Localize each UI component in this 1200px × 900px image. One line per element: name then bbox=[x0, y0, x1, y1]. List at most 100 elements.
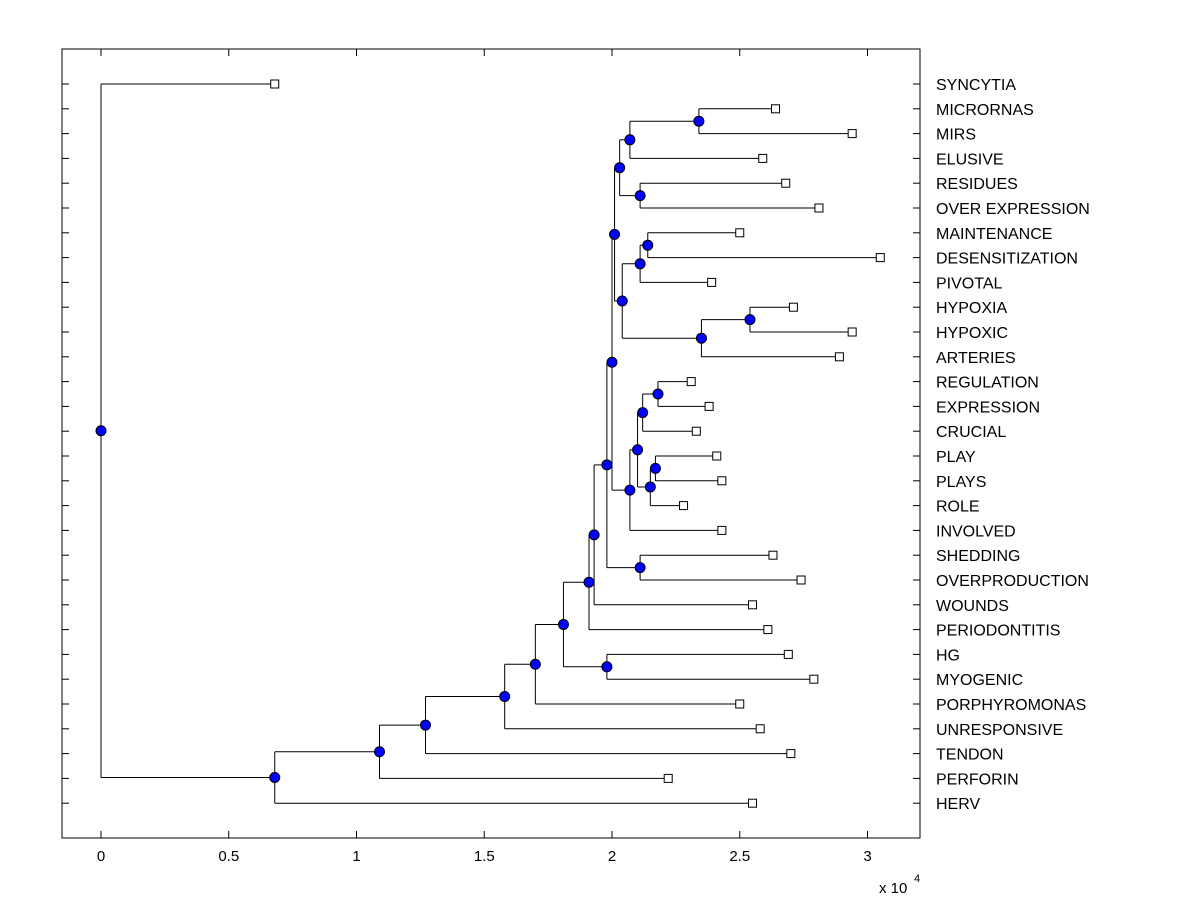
plot-area bbox=[61, 48, 921, 839]
leaf-marker bbox=[768, 550, 778, 560]
merge-node bbox=[744, 314, 756, 326]
merge-node bbox=[606, 356, 618, 368]
leaf-label: MICRORNAS bbox=[936, 102, 1034, 119]
merge-node bbox=[624, 484, 636, 496]
leaf-label: UNRESPONSIVE bbox=[936, 722, 1063, 739]
merge-node bbox=[614, 162, 626, 174]
merge-node bbox=[693, 115, 705, 127]
leaf-marker bbox=[758, 153, 768, 163]
leaf-marker bbox=[847, 129, 857, 139]
leaf-marker bbox=[686, 377, 696, 387]
leaf-marker bbox=[834, 352, 844, 362]
x-tick-label: 1.5 bbox=[474, 848, 495, 865]
merge-node bbox=[499, 691, 511, 703]
leaf-marker bbox=[796, 575, 806, 585]
leaf-marker bbox=[704, 401, 714, 411]
leaf-label: ARTERIES bbox=[936, 350, 1016, 367]
leaf-label: PLAY bbox=[936, 449, 976, 466]
leaf-label: WOUNDS bbox=[936, 598, 1009, 615]
x-tick-label: 0.5 bbox=[218, 848, 239, 865]
leaf-marker bbox=[771, 104, 781, 114]
leaf-label: DESENSITIZATION bbox=[936, 251, 1078, 268]
leaf-label: OVER EXPRESSION bbox=[936, 201, 1090, 218]
x-tick-label-group: 0 0.5 1 1.5 2 2.5 3 bbox=[97, 848, 872, 865]
leaf-marker bbox=[735, 228, 745, 238]
leaf-marker bbox=[783, 649, 793, 659]
leaf-label: MYOGENIC bbox=[936, 672, 1023, 689]
merge-node bbox=[642, 239, 654, 251]
x-tick-label: 0 bbox=[97, 848, 105, 865]
merge-node bbox=[583, 576, 595, 588]
merge-node bbox=[609, 228, 621, 240]
leaf-label: HERV bbox=[936, 796, 980, 813]
x-tick-label: 1 bbox=[352, 848, 360, 865]
merge-node bbox=[529, 658, 541, 670]
x-tick-label: 2.5 bbox=[729, 848, 750, 865]
leaf-label: PLAYS bbox=[936, 474, 986, 491]
leaf-label: ROLE bbox=[936, 499, 980, 516]
x-multiplier-exponent: 4 bbox=[914, 873, 920, 885]
leaf-label: PORPHYROMONAS bbox=[936, 697, 1086, 714]
leaf-marker bbox=[663, 773, 673, 783]
merge-node bbox=[634, 258, 646, 270]
leaf-marker bbox=[717, 476, 727, 486]
leaf-marker bbox=[707, 277, 717, 287]
leaf-label: CRUCIAL bbox=[936, 424, 1006, 441]
merge-node bbox=[269, 771, 281, 783]
merge-node bbox=[601, 661, 613, 673]
merge-node bbox=[634, 562, 646, 574]
merge-node bbox=[634, 190, 646, 202]
leaf-marker bbox=[763, 625, 773, 635]
merge-node bbox=[649, 462, 661, 474]
leaf-marker bbox=[847, 327, 857, 337]
leaf-marker bbox=[809, 674, 819, 684]
leaf-label: ELUSIVE bbox=[936, 151, 1004, 168]
leaf-label: HYPOXIC bbox=[936, 325, 1008, 342]
leaf-label: EXPRESSION bbox=[936, 399, 1040, 416]
merge-node bbox=[616, 295, 628, 307]
leaf-marker bbox=[788, 302, 798, 312]
leaf-marker bbox=[748, 600, 758, 610]
merge-node bbox=[632, 444, 644, 456]
leaf-label: TENDON bbox=[936, 747, 1004, 764]
leaf-label: OVERPRODUCTION bbox=[936, 573, 1089, 590]
leaf-marker bbox=[712, 451, 722, 461]
leaf-label: INVOLVED bbox=[936, 523, 1016, 540]
x-tick-label: 3 bbox=[863, 848, 871, 865]
merge-node bbox=[95, 425, 107, 437]
leaf-label: RESIDUES bbox=[936, 176, 1018, 193]
leaf-label: MIRS bbox=[936, 127, 976, 144]
leaf-marker bbox=[735, 699, 745, 709]
merge-node bbox=[652, 388, 664, 400]
merge-node bbox=[601, 459, 613, 471]
merge-node bbox=[588, 529, 600, 541]
leaf-marker bbox=[814, 203, 824, 213]
leaf-marker bbox=[786, 749, 796, 759]
merge-node bbox=[695, 332, 707, 344]
leaf-label-group: SYNCYTIA MICRORNAS MIRS ELUSIVE RESIDUES OVER… bbox=[936, 77, 1090, 813]
leaf-marker bbox=[679, 501, 689, 511]
leaf-marker bbox=[270, 79, 280, 89]
leaf-marker-group bbox=[270, 79, 885, 808]
merge-node bbox=[419, 719, 431, 731]
leaf-marker bbox=[748, 798, 758, 808]
merge-node bbox=[557, 619, 569, 631]
x-tick-label: 2 bbox=[608, 848, 616, 865]
leaf-marker bbox=[717, 525, 727, 535]
merge-node bbox=[637, 407, 649, 419]
leaf-label: PERFORIN bbox=[936, 771, 1019, 788]
merge-node bbox=[624, 134, 636, 146]
leaf-label: REGULATION bbox=[936, 375, 1039, 392]
leaf-label: SHEDDING bbox=[936, 548, 1020, 565]
merge-node bbox=[373, 746, 385, 758]
leaf-label: SYNCYTIA bbox=[936, 77, 1016, 94]
leaf-label: HG bbox=[936, 647, 960, 664]
tick-group bbox=[62, 49, 920, 838]
leaf-label: PERIODONTITIS bbox=[936, 623, 1060, 640]
node-group bbox=[95, 115, 756, 783]
leaf-label: PIVOTAL bbox=[936, 275, 1002, 292]
leaf-label: HYPOXIA bbox=[936, 300, 1007, 317]
leaf-label: MAINTENANCE bbox=[936, 226, 1052, 243]
leaf-marker bbox=[691, 426, 701, 436]
